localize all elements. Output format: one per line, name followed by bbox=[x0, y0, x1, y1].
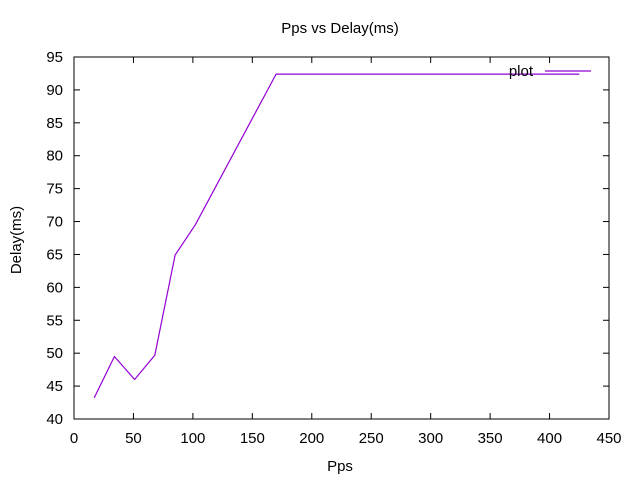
plot-frame bbox=[73, 56, 610, 420]
x-tick-label: 0 bbox=[70, 430, 78, 447]
y-tick-label: 50 bbox=[46, 345, 63, 362]
y-tick-label: 85 bbox=[46, 115, 63, 132]
y-tick-label: 40 bbox=[46, 411, 63, 428]
x-tick-label: 150 bbox=[240, 430, 265, 447]
y-tick-label: 45 bbox=[46, 378, 63, 395]
y-tick-label: 65 bbox=[46, 246, 63, 263]
y-axis-label: Delay(ms) bbox=[8, 206, 25, 274]
x-tick-label: 300 bbox=[418, 430, 443, 447]
chart-title: Pps vs Delay(ms) bbox=[281, 20, 399, 37]
y-tick-label: 95 bbox=[46, 49, 63, 66]
axis-ticks: 0 50 100 150 200 250 300 350 400 450 40 45 50 55 60 65 7… bbox=[46, 49, 621, 447]
legend-label: plot bbox=[509, 63, 534, 80]
x-axis-label: Pps bbox=[327, 458, 353, 475]
x-tick-label: 400 bbox=[537, 430, 562, 447]
y-tick-label: 60 bbox=[46, 279, 63, 296]
y-tick-label: 80 bbox=[46, 148, 63, 165]
y-tick-label: 70 bbox=[46, 214, 63, 231]
x-tick-label: 350 bbox=[478, 430, 503, 447]
x-tick-label: 200 bbox=[299, 430, 324, 447]
series-group bbox=[93, 73, 580, 399]
x-tick-label: 450 bbox=[596, 430, 621, 447]
legend: plot bbox=[509, 63, 591, 80]
x-tick-label: 250 bbox=[359, 430, 384, 447]
series-line bbox=[93, 73, 580, 399]
y-tick-label: 90 bbox=[46, 82, 63, 99]
y-tick-label: 55 bbox=[46, 312, 63, 329]
y-tick-label: 75 bbox=[46, 181, 63, 198]
x-tick-label: 100 bbox=[180, 430, 205, 447]
x-tick-label: 50 bbox=[125, 430, 142, 447]
